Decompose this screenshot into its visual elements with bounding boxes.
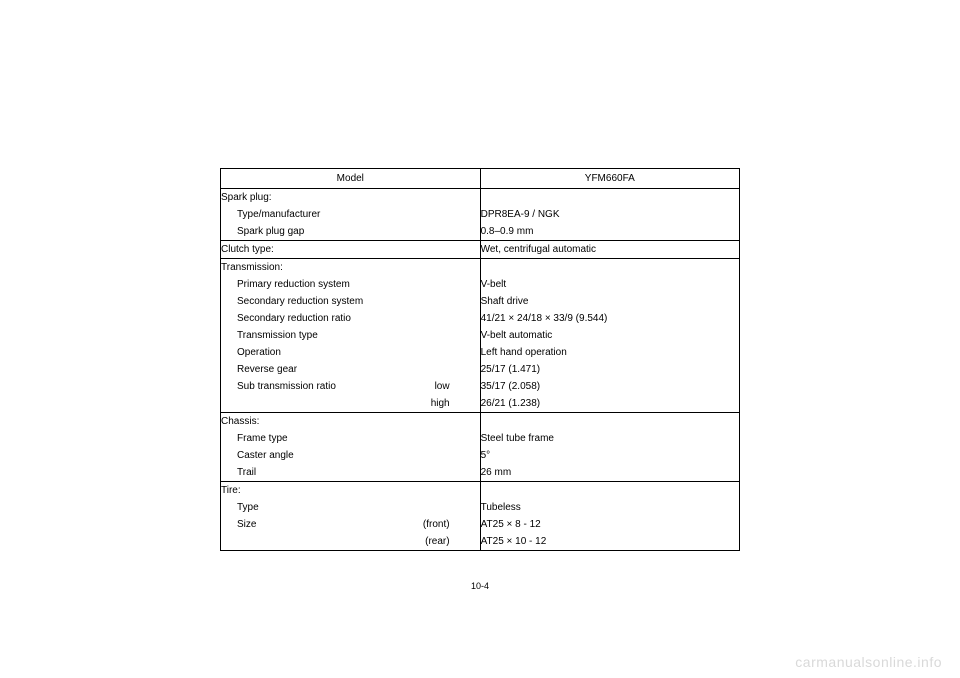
- header-model-label: Model: [337, 173, 364, 184]
- chassis-title: Chassis:: [221, 413, 480, 430]
- table-header-row: Model YFM660FA: [221, 169, 740, 189]
- trans-primary-label: Primary reduction system: [221, 276, 480, 293]
- trans-sub-blank: [237, 395, 240, 412]
- trans-low-qual: low: [435, 378, 480, 395]
- sparkplug-label-cell: Spark plug: Type/manufacturer Spark plug…: [221, 189, 481, 241]
- trans-secondary-sys-value: Shaft drive: [481, 293, 739, 310]
- transmission-label-cell: Transmission: Primary reduction system S…: [221, 259, 481, 413]
- trans-reverse-value: 25/17 (1.471): [481, 361, 739, 378]
- chassis-label-cell: Chassis: Frame type Caster angle Trail: [221, 413, 481, 482]
- trans-type-label: Transmission type: [221, 327, 480, 344]
- chassis-trail-value: 26 mm: [481, 464, 739, 481]
- sparkplug-gap-value: 0.8–0.9 mm: [481, 223, 739, 240]
- tire-row: Tire: Type Size (front) (rear) Tubeless …: [221, 482, 740, 551]
- spec-table: Model YFM660FA Spark plug: Type/manufact…: [220, 168, 740, 551]
- tire-title: Tire:: [221, 482, 480, 499]
- sparkplug-gap-label: Spark plug gap: [221, 223, 480, 240]
- trans-reverse-label: Reverse gear: [221, 361, 480, 378]
- watermark: carmanualsonline.info: [795, 654, 942, 670]
- chassis-value-cell: Steel tube frame 5° 26 mm: [480, 413, 739, 482]
- clutch-title: Clutch type:: [221, 244, 274, 255]
- tire-type-value: Tubeless: [481, 499, 739, 516]
- tire-rear-qual: (rear): [425, 533, 479, 550]
- header-value-cell: YFM660FA: [480, 169, 739, 189]
- trans-secondary-ratio-value: 41/21 × 24/18 × 33/9 (9.544): [481, 310, 739, 327]
- clutch-label-cell: Clutch type:: [221, 241, 481, 259]
- tire-front-value: AT25 × 8 - 12: [481, 516, 739, 533]
- tire-rear-value: AT25 × 10 - 12: [481, 533, 739, 550]
- clutch-value-cell: Wet, centrifugal automatic: [480, 241, 739, 259]
- tire-value-cell: Tubeless AT25 × 8 - 12 AT25 × 10 - 12: [480, 482, 739, 551]
- chassis-blank: [481, 413, 739, 430]
- page-number: 10-4: [471, 581, 489, 591]
- tire-size-rear-row: (rear): [221, 533, 480, 550]
- tire-blank: [481, 482, 739, 499]
- clutch-row: Clutch type: Wet, centrifugal automatic: [221, 241, 740, 259]
- trans-high-qual: high: [431, 395, 480, 412]
- transmission-row: Transmission: Primary reduction system S…: [221, 259, 740, 413]
- trans-operation-label: Operation: [221, 344, 480, 361]
- trans-secondary-ratio-label: Secondary reduction ratio: [221, 310, 480, 327]
- trans-blank: [481, 259, 739, 276]
- tire-front-qual: (front): [423, 516, 480, 533]
- tire-size-front-row: Size (front): [221, 516, 480, 533]
- trans-high-value: 26/21 (1.238): [481, 395, 739, 412]
- chassis-caster-label: Caster angle: [221, 447, 480, 464]
- page-container: Model YFM660FA Spark plug: Type/manufact…: [0, 0, 960, 678]
- chassis-caster-value: 5°: [481, 447, 739, 464]
- header-model-cell: Model: [221, 169, 481, 189]
- trans-low-value: 35/17 (2.058): [481, 378, 739, 395]
- sparkplug-row: Spark plug: Type/manufacturer Spark plug…: [221, 189, 740, 241]
- sparkplug-title: Spark plug:: [221, 189, 480, 206]
- transmission-title: Transmission:: [221, 259, 480, 276]
- tire-size-label: Size: [237, 516, 256, 533]
- trans-sub-low-row: Sub transmission ratio low: [221, 378, 480, 395]
- trans-type-value: V-belt automatic: [481, 327, 739, 344]
- trans-operation-value: Left hand operation: [481, 344, 739, 361]
- trans-sub-high-row: high: [221, 395, 480, 412]
- trans-primary-value: V-belt: [481, 276, 739, 293]
- trans-sub-label: Sub transmission ratio: [237, 378, 336, 395]
- tire-size-blank: [237, 533, 240, 550]
- sparkplug-blank: [481, 189, 739, 206]
- header-model-value: YFM660FA: [585, 173, 635, 184]
- sparkplug-type-label: Type/manufacturer: [221, 206, 480, 223]
- transmission-value-cell: V-belt Shaft drive 41/21 × 24/18 × 33/9 …: [480, 259, 739, 413]
- chassis-row: Chassis: Frame type Caster angle Trail S…: [221, 413, 740, 482]
- tire-label-cell: Tire: Type Size (front) (rear): [221, 482, 481, 551]
- trans-secondary-sys-label: Secondary reduction system: [221, 293, 480, 310]
- sparkplug-type-value: DPR8EA-9 / NGK: [481, 206, 739, 223]
- sparkplug-value-cell: DPR8EA-9 / NGK 0.8–0.9 mm: [480, 189, 739, 241]
- chassis-trail-label: Trail: [221, 464, 480, 481]
- chassis-frame-label: Frame type: [221, 430, 480, 447]
- tire-type-label: Type: [221, 499, 480, 516]
- clutch-value: Wet, centrifugal automatic: [481, 244, 596, 255]
- chassis-frame-value: Steel tube frame: [481, 430, 739, 447]
